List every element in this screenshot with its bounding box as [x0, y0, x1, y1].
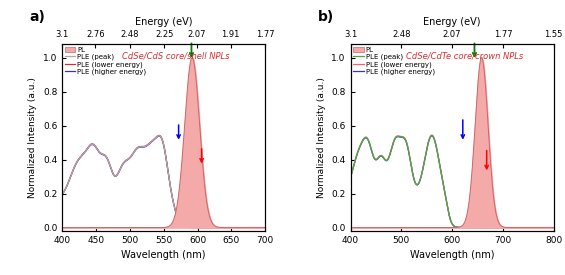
Text: CdSe/CdS core/shell NPLs: CdSe/CdS core/shell NPLs — [122, 51, 229, 60]
Y-axis label: Normalized Intensity (a.u.): Normalized Intensity (a.u.) — [317, 77, 326, 198]
Legend: PL, PLE (peak), PLE (lower energy), PLE (higher energy): PL, PLE (peak), PLE (lower energy), PLE … — [64, 46, 147, 76]
Text: b): b) — [318, 10, 334, 24]
Y-axis label: Normalized Intensity (a.u.): Normalized Intensity (a.u.) — [28, 77, 37, 198]
Legend: PL, PLE (peak), PLE (lower energy), PLE (higher energy): PL, PLE (peak), PLE (lower energy), PLE … — [353, 46, 436, 76]
X-axis label: Wavelength (nm): Wavelength (nm) — [410, 251, 494, 260]
X-axis label: Energy (eV): Energy (eV) — [135, 16, 193, 27]
Text: CdSe/CdTe core/crown NPLs: CdSe/CdTe core/crown NPLs — [406, 51, 523, 60]
X-axis label: Wavelength (nm): Wavelength (nm) — [121, 251, 206, 260]
X-axis label: Energy (eV): Energy (eV) — [423, 16, 481, 27]
Text: a): a) — [29, 10, 46, 24]
